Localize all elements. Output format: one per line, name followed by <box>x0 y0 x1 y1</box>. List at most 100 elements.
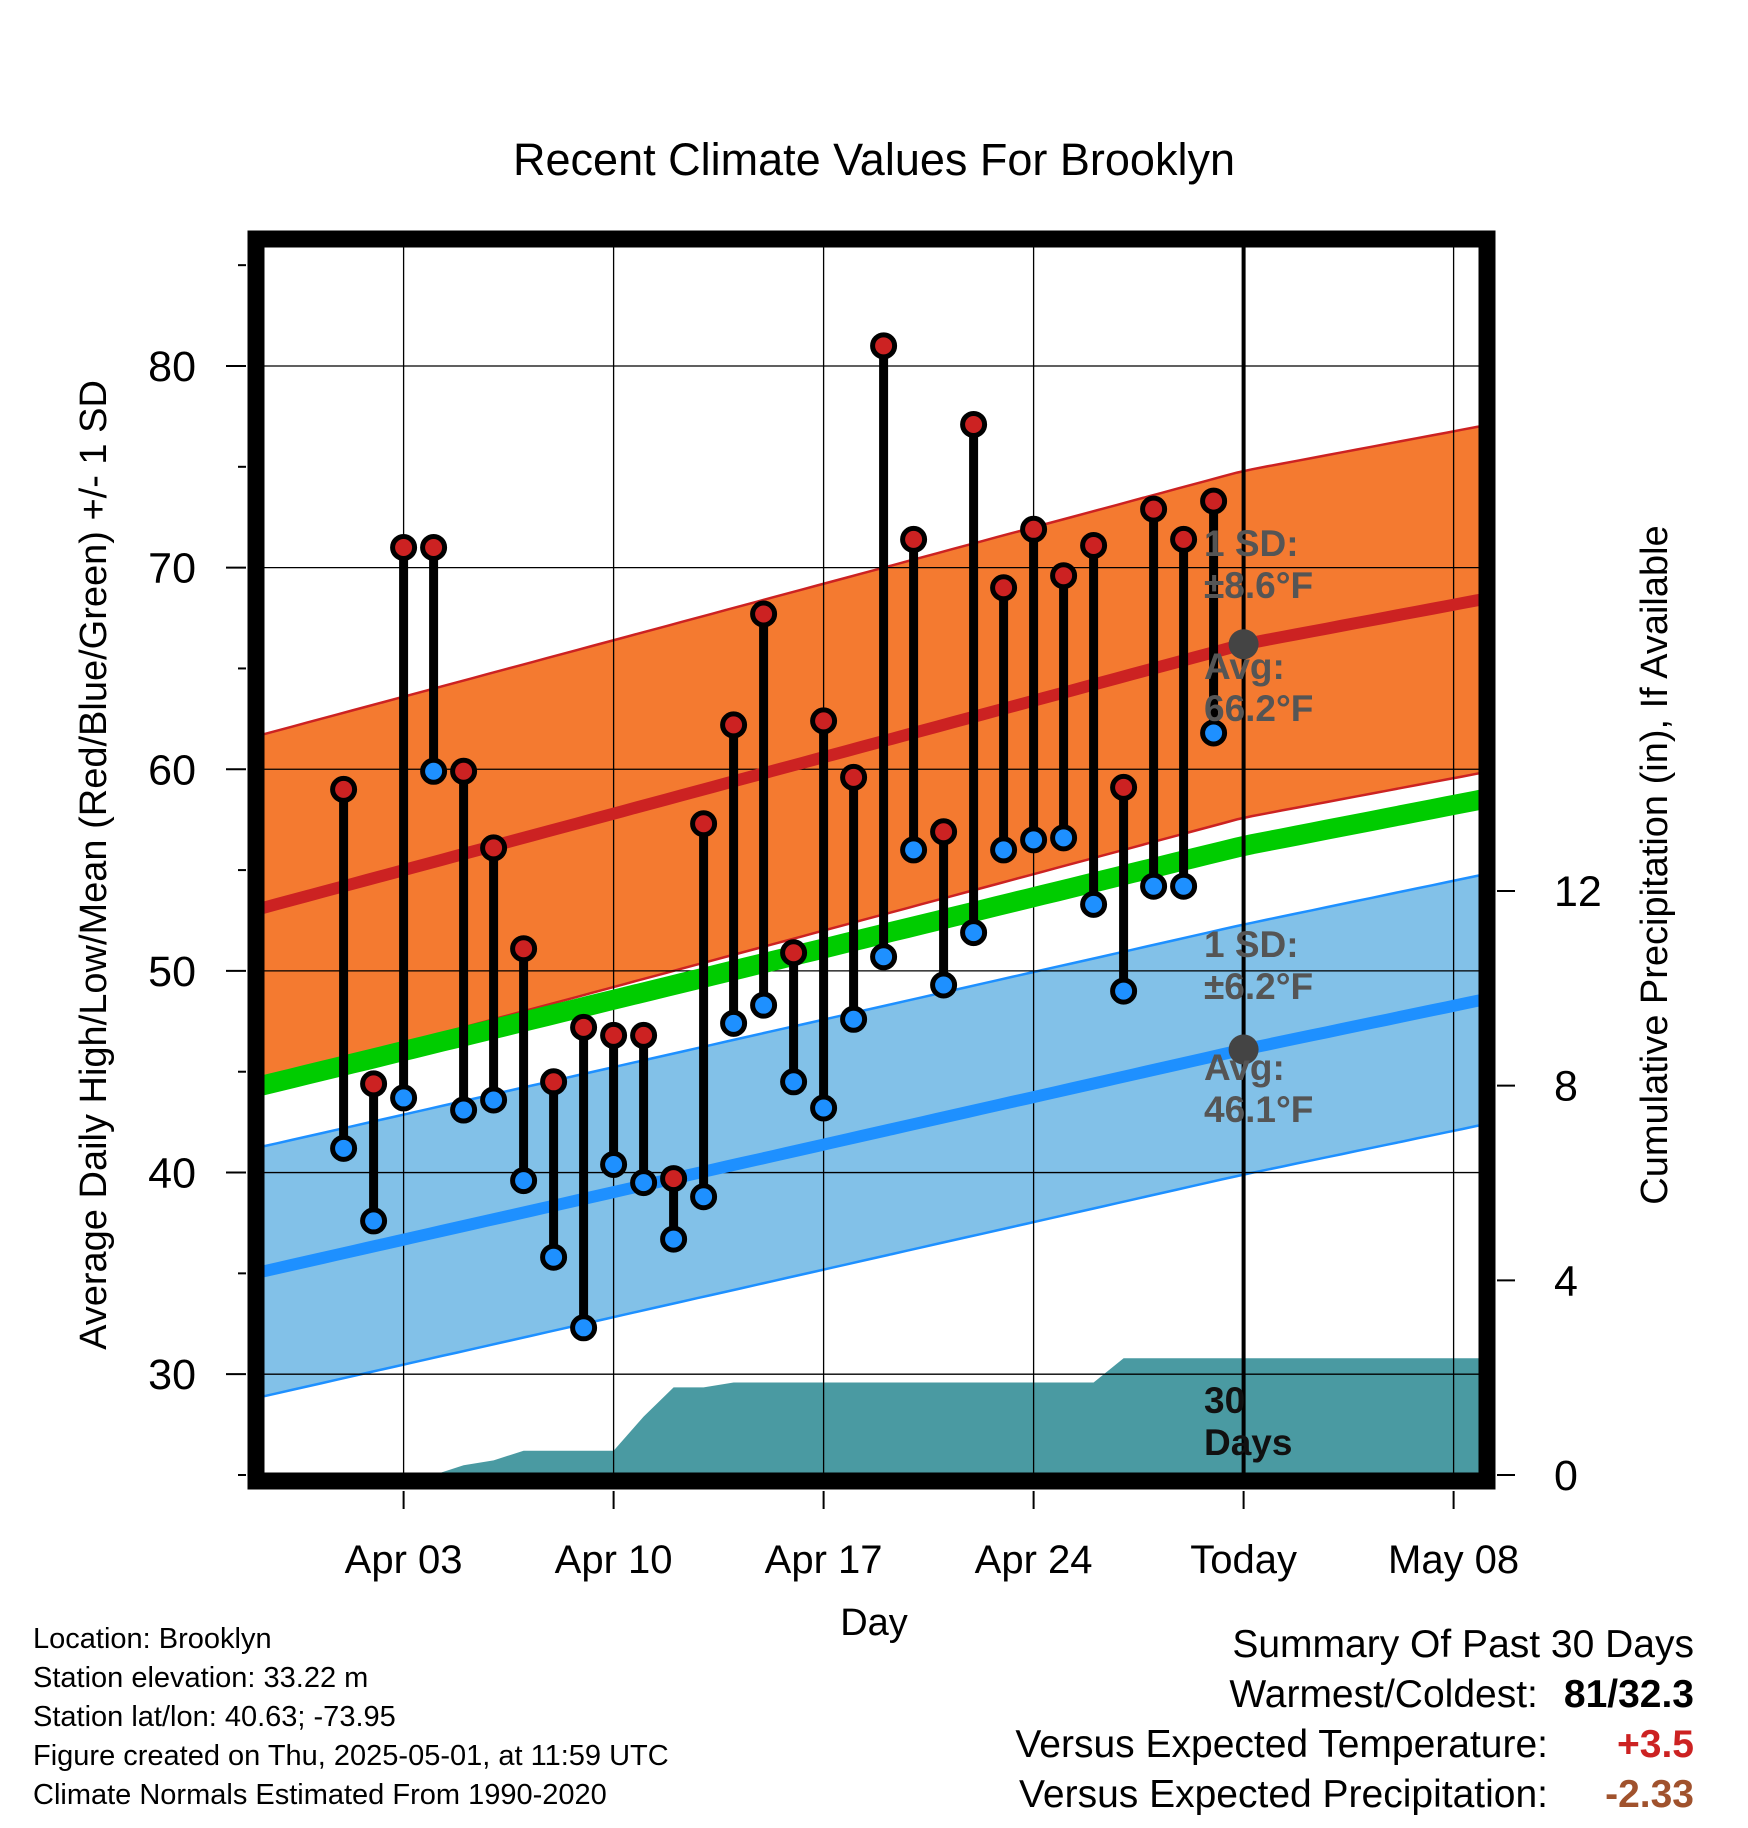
daily-low-point <box>990 836 1018 864</box>
daily-high-point <box>1200 487 1228 515</box>
daily-high-point <box>1080 531 1108 559</box>
daily-high-point <box>780 939 808 967</box>
daily-high-point <box>960 410 988 438</box>
daily-high-point <box>930 818 958 846</box>
precip-cumulative-area <box>343 1358 1482 1475</box>
daily-low-point <box>810 1094 838 1122</box>
daily-low-point <box>1200 719 1228 747</box>
daily-low-point <box>1110 977 1138 1005</box>
daily-high-point <box>420 533 448 561</box>
station-info: Location: Brooklyn Station elevation: 33… <box>33 1620 669 1815</box>
summary-panel: Summary Of Past 30 Days Warmest/Coldest:… <box>1015 1620 1694 1820</box>
window-annotation: 30 Days <box>1204 1380 1292 1463</box>
info-elevation: Station elevation: 33.22 m <box>33 1662 369 1694</box>
daily-low-point <box>360 1207 388 1235</box>
daily-high-point <box>840 763 868 791</box>
daily-low-point <box>1020 826 1048 854</box>
y-tick-label-left: 70 <box>148 545 196 593</box>
info-created: Figure created on Thu, 2025-05-01, at 11… <box>33 1740 669 1772</box>
x-tick-label: Apr 03 <box>345 1538 463 1582</box>
y-axis-label-left: Average Daily High/Low/Mean (Red/Blue/Gr… <box>73 380 115 1350</box>
daily-low-point <box>660 1225 688 1253</box>
daily-low-point <box>630 1169 658 1197</box>
daily-high-point <box>750 600 778 628</box>
x-tick-label: Apr 10 <box>555 1538 673 1582</box>
daily-low-point <box>330 1134 358 1162</box>
high-sd-label: 1 SD: <box>1204 523 1299 564</box>
daily-low-point <box>900 836 928 864</box>
daily-low-point <box>1140 872 1168 900</box>
daily-high-point <box>1110 773 1138 801</box>
x-tick-label: May 08 <box>1388 1538 1519 1582</box>
high-sd-band <box>262 426 1481 1082</box>
high-sd-value: ±8.6°F <box>1204 565 1313 606</box>
x-tick-label: Apr 24 <box>975 1538 1093 1582</box>
daily-high-point <box>450 757 478 785</box>
daily-low-point <box>480 1086 508 1114</box>
summary-warm-cold-label: Warmest/Coldest: <box>1229 1673 1538 1716</box>
daily-high-point <box>390 533 418 561</box>
daily-high-point <box>360 1070 388 1098</box>
y-tick-label-right: 8 <box>1554 1063 1578 1111</box>
daily-low-point <box>510 1167 538 1195</box>
daily-high-point <box>900 525 928 553</box>
daily-high-point <box>480 834 508 862</box>
x-tick-label: Apr 17 <box>765 1538 883 1582</box>
summary-warm-cold-value: 81/32.3 <box>1563 1673 1694 1716</box>
summary-precip-label: Versus Expected Precipitation: <box>1019 1773 1548 1816</box>
info-location: Location: Brooklyn <box>33 1623 272 1655</box>
daily-low-point <box>600 1150 628 1178</box>
high-avg-label: Avg: <box>1204 646 1285 687</box>
daily-low-point <box>690 1183 718 1211</box>
window-count: 30 <box>1204 1380 1245 1421</box>
y-tick-label-left: 80 <box>148 343 196 391</box>
x-tick-label: Today <box>1190 1538 1297 1582</box>
daily-low-point <box>930 971 958 999</box>
high-annotation: 1 SD: ±8.6°F Avg: 66.2°F <box>1204 523 1313 729</box>
daily-low-point <box>390 1084 418 1112</box>
daily-low-point <box>780 1068 808 1096</box>
daily-high-point <box>720 711 748 739</box>
y-tick-label-right: 12 <box>1554 868 1602 916</box>
daily-high-point <box>990 574 1018 602</box>
y-tick-label-right: 4 <box>1554 1257 1578 1305</box>
daily-low-point <box>750 991 778 1019</box>
low-sd-value: ±6.2°F <box>1204 966 1313 1007</box>
daily-high-point <box>570 1013 598 1041</box>
low-avg-value: 46.1°F <box>1204 1089 1313 1130</box>
high-avg-value: 66.2°F <box>1204 688 1313 729</box>
daily-high-point <box>690 810 718 838</box>
normal-low-line <box>260 994 1483 1278</box>
summary-warm-cold-row: Warmest/Coldest: 81/32.3 <box>1015 1670 1694 1720</box>
x-axis-label: Day <box>840 1602 908 1644</box>
summary-temp-row: Versus Expected Temperature: +3.5 <box>1015 1720 1694 1770</box>
y-tick-label-right: 0 <box>1554 1452 1578 1500</box>
summary-precip-value: -2.33 <box>1605 1773 1694 1816</box>
low-sd-label: 1 SD: <box>1204 924 1299 965</box>
daily-high-point <box>660 1165 688 1193</box>
daily-low-point <box>540 1243 568 1271</box>
chart-title: Recent Climate Values For Brooklyn <box>513 134 1235 185</box>
y-tick-label-left: 50 <box>148 948 196 996</box>
daily-low-point <box>1080 890 1108 918</box>
daily-high-point <box>1050 562 1078 590</box>
daily-low-point <box>720 1009 748 1037</box>
info-latlon: Station lat/lon: 40.63; -73.95 <box>33 1701 396 1733</box>
daily-high-point <box>1140 495 1168 523</box>
daily-low-point <box>450 1096 478 1124</box>
daily-high-point <box>1020 515 1048 543</box>
summary-temp-label: Versus Expected Temperature: <box>1015 1723 1548 1766</box>
summary-heading: Summary Of Past 30 Days <box>1232 1623 1694 1666</box>
daily-high-point <box>330 775 358 803</box>
daily-low-point <box>840 1005 868 1033</box>
daily-low-point <box>870 943 898 971</box>
y-axis-label-right: Cumulative Precipitation (in), If Availa… <box>1634 525 1676 1204</box>
daily-high-point <box>870 332 898 360</box>
daily-low-point <box>1050 824 1078 852</box>
daily-high-point <box>510 935 538 963</box>
low-avg-marker <box>1228 1034 1259 1065</box>
low-sd-lower-edge <box>261 1123 1482 1398</box>
low-avg-label: Avg: <box>1204 1047 1285 1088</box>
daily-low-point <box>570 1314 598 1342</box>
